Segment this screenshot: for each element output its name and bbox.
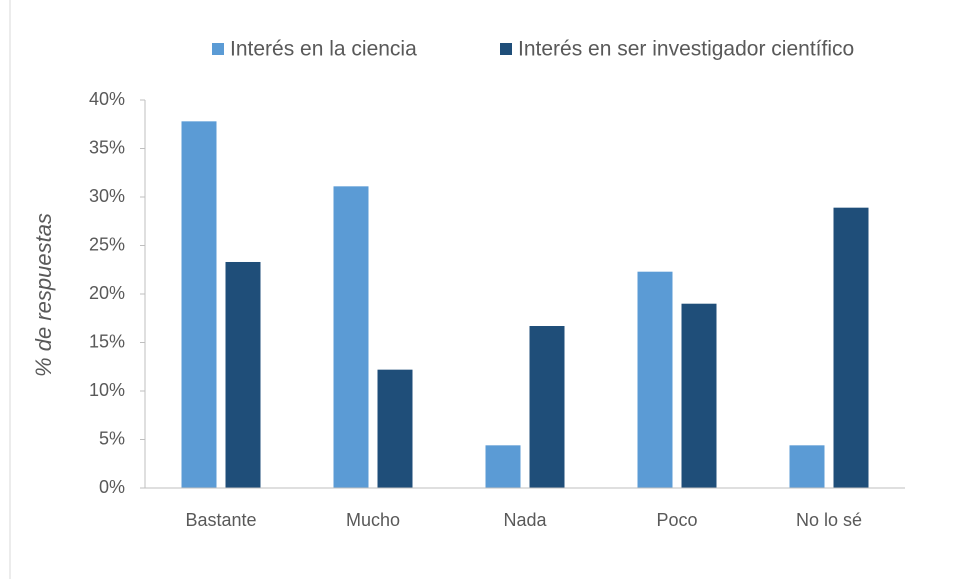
legend: Interés en la ciencia Interés en ser inve… [212,38,854,61]
y-tick-label: 10% [89,380,125,400]
bar [789,445,825,488]
bar [225,261,261,488]
legend-label: Interés en la ciencia [230,38,417,61]
y-tick-label: 0% [99,477,125,497]
y-tick-label: 40% [89,89,125,109]
bar [485,445,521,488]
x-tick-label: Mucho [346,510,400,530]
bar [833,207,869,489]
y-tick-label: 15% [89,331,125,351]
bar [181,121,217,488]
y-axis-label: % de respuestas [31,213,56,377]
x-tick-label: Bastante [185,510,256,530]
bar [529,326,565,488]
x-tick-label: Poco [656,510,697,530]
y-tick-label: 5% [99,428,125,448]
legend-label: Interés en ser investigador científico [518,38,854,61]
y-tick-label: 35% [89,137,125,157]
y-tick-label: 20% [89,283,125,303]
legend-swatch [212,43,224,55]
x-tick-label: Nada [503,510,547,530]
x-tick-label: No lo sé [796,510,862,530]
y-tick-label: 30% [89,186,125,206]
legend-swatch [500,43,512,55]
bar [681,303,717,488]
y-tick-label: 25% [89,234,125,254]
bar [333,186,369,488]
bar [637,271,673,488]
bar [377,369,413,488]
